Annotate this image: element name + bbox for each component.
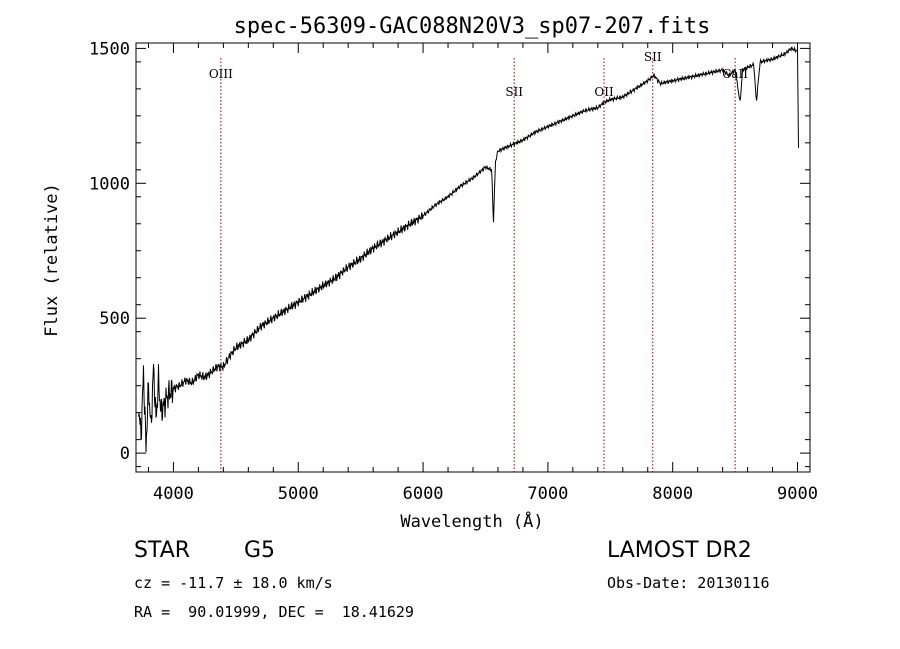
x-tick-label: 9000 <box>777 484 818 504</box>
y-tick-label: 1000 <box>89 174 130 194</box>
spectral-line-label: OII <box>594 85 614 99</box>
spectral-line-label: SII <box>644 50 662 64</box>
spectral-line-label: SII <box>505 85 523 99</box>
coordinates-readout: RA = 90.01999, DEC = 18.41629 <box>134 603 414 621</box>
survey-name: LAMOST DR2 <box>607 538 752 563</box>
y-axis-label: Flux (relative) <box>42 183 62 337</box>
x-tick-label: 6000 <box>403 484 444 504</box>
object-subclass: G5 <box>244 538 276 563</box>
observation-date: Obs-Date: 20130116 <box>607 574 770 592</box>
y-tick-label: 1500 <box>89 39 130 59</box>
y-tick-label: 500 <box>99 309 130 329</box>
spectrum-line <box>138 46 799 453</box>
plot-frame <box>135 42 811 473</box>
x-tick-label: 8000 <box>652 484 693 504</box>
x-tick-label: 7000 <box>527 484 568 504</box>
spectrum-chart: spec-56309-GAC088N20V3_sp07-207.fits 400… <box>42 14 818 532</box>
y-tick-label: 0 <box>120 444 130 464</box>
chart-title: spec-56309-GAC088N20V3_sp07-207.fits <box>234 14 711 39</box>
spectral-line-label: OIII <box>209 67 233 81</box>
redshift-readout: cz = -11.7 ± 18.0 km/s <box>134 574 333 592</box>
x-tick-label: 4000 <box>153 484 194 504</box>
plot-area: 4000 5000 6000 7000 8000 9000 0 500 1000 1500 OIII… <box>89 39 818 504</box>
object-class: STAR <box>134 538 191 563</box>
x-axis-label: Wavelength (Å) <box>400 510 543 532</box>
x-tick-label: 5000 <box>278 484 319 504</box>
